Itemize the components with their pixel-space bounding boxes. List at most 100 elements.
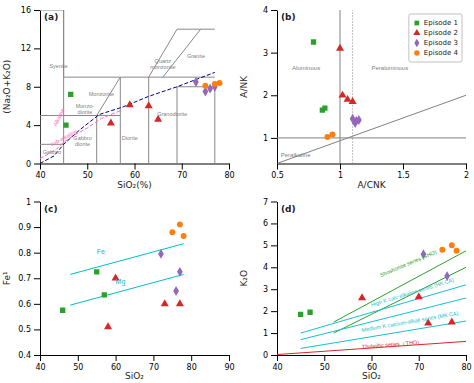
y-tick-label: 5 bbox=[263, 241, 268, 250]
y-tick: 8 bbox=[26, 83, 40, 92]
annotation: Mg bbox=[116, 278, 126, 286]
point bbox=[193, 77, 199, 87]
x-tick: 80 bbox=[224, 164, 234, 181]
y-tick: 0 bbox=[263, 351, 277, 360]
x-tick-mark bbox=[229, 164, 230, 170]
reference-line bbox=[40, 111, 120, 159]
y-tick-mark bbox=[271, 10, 277, 11]
x-tick-label: 0.5 bbox=[271, 171, 284, 180]
legend-label: Episode 3 bbox=[424, 39, 458, 47]
y-tick-mark bbox=[34, 202, 40, 203]
x-tick: 40 bbox=[35, 164, 45, 181]
x-tick-mark bbox=[153, 355, 154, 361]
y-tick-label: 16 bbox=[21, 6, 31, 15]
point bbox=[145, 101, 153, 108]
point bbox=[449, 242, 455, 248]
point bbox=[60, 308, 65, 313]
legend: Episode 1Episode 2Episode 3Episode 4 bbox=[409, 14, 462, 62]
y-axis-line bbox=[40, 11, 41, 165]
legend-symbol bbox=[414, 50, 419, 55]
y-tick-mark bbox=[34, 48, 40, 49]
plot-marks bbox=[60, 222, 187, 330]
point bbox=[454, 248, 460, 254]
x-tick: 70 bbox=[414, 355, 424, 372]
point bbox=[344, 95, 352, 102]
y-tick-mark bbox=[34, 10, 40, 11]
y-tick-mark bbox=[271, 245, 277, 246]
annotation: Peralkaline bbox=[281, 152, 311, 158]
legend-symbol bbox=[414, 39, 419, 48]
annotation: Gabbro bbox=[43, 149, 61, 155]
reference-line bbox=[64, 115, 97, 116]
y-axis: 0481216 bbox=[21, 6, 41, 169]
legend-label: Episode 4 bbox=[424, 49, 459, 57]
y-tick: 0.4 bbox=[18, 351, 40, 360]
x-axis: 405060708090 bbox=[35, 355, 234, 372]
x-axis: 0.5 1 1.5 2 bbox=[271, 164, 469, 181]
legend-symbol bbox=[413, 29, 420, 35]
x-tick: 2 bbox=[464, 164, 469, 181]
x-tick-mark bbox=[229, 355, 230, 361]
reference-line bbox=[277, 95, 466, 163]
y-axis-title: Fe¹ bbox=[2, 271, 12, 285]
reference-line bbox=[334, 267, 466, 333]
x-tick-label: 1.5 bbox=[397, 171, 410, 180]
y-tick: 2 bbox=[263, 307, 277, 316]
y-tick-mark bbox=[271, 333, 277, 334]
y-tick-mark bbox=[271, 289, 277, 290]
y-tick-label: 4 bbox=[263, 6, 268, 15]
y-tick: 4 bbox=[263, 6, 277, 15]
y-tick-label: 0 bbox=[26, 160, 31, 169]
x-tick-label: 90 bbox=[224, 363, 234, 372]
legend-symbol bbox=[414, 21, 419, 26]
annotation: Monzonite bbox=[89, 91, 114, 97]
point bbox=[158, 249, 164, 259]
x-tick: 80 bbox=[461, 355, 471, 372]
y-tick-mark bbox=[34, 355, 40, 356]
x-tick-mark bbox=[419, 355, 420, 361]
y-tick: 0.7 bbox=[18, 274, 40, 283]
y-tick: 1 bbox=[263, 329, 277, 338]
point bbox=[181, 233, 187, 239]
annotation: Gabbrodiorite bbox=[73, 135, 91, 147]
y-tick: 0.8 bbox=[18, 249, 40, 258]
x-axis-title: SiO₂ bbox=[362, 371, 381, 381]
y-axis-line bbox=[40, 202, 41, 356]
x-axis-line bbox=[278, 164, 467, 165]
y-tick: 0.5 bbox=[18, 325, 40, 334]
legend-box bbox=[409, 14, 462, 62]
reference-line bbox=[120, 77, 148, 78]
point bbox=[448, 317, 456, 324]
point bbox=[94, 269, 99, 274]
x-axis: 4050607080 bbox=[272, 355, 471, 372]
x-tick: 50 bbox=[73, 355, 83, 372]
x-tick-label: 1 bbox=[338, 171, 343, 180]
panel: 40506070800481216SiO₂(%)(Na₂O+K₂O)Syenit… bbox=[2, 6, 235, 189]
reference-line bbox=[214, 87, 215, 164]
x-axis-title: SiO₂(%) bbox=[117, 180, 151, 190]
annotation: Diorite bbox=[122, 135, 138, 141]
y-tick-label: 4 bbox=[26, 121, 31, 130]
x-tick: 80 bbox=[187, 355, 197, 372]
y-tick: 6 bbox=[263, 219, 277, 228]
legend-label: Episode 2 bbox=[424, 29, 458, 37]
x-tick-label: 40 bbox=[272, 363, 282, 372]
y-tick-mark bbox=[271, 355, 277, 356]
point bbox=[176, 299, 184, 306]
point bbox=[104, 322, 112, 329]
annotation: Quartzmonzonite bbox=[150, 58, 175, 70]
point bbox=[358, 293, 366, 300]
y-tick-mark bbox=[271, 311, 277, 312]
annotation: Peraluminous bbox=[372, 65, 409, 71]
plot-marks bbox=[277, 242, 466, 354]
y-axis-title: (Na₂O+K₂O) bbox=[2, 60, 12, 114]
x-tick: 70 bbox=[177, 164, 187, 181]
y-tick-label: 1 bbox=[263, 329, 268, 338]
reference-line bbox=[301, 298, 466, 340]
point bbox=[356, 115, 362, 125]
point bbox=[336, 44, 344, 51]
y-tick-mark bbox=[271, 95, 277, 96]
point bbox=[102, 292, 107, 297]
y-tick: 16 bbox=[21, 6, 40, 15]
reference-line bbox=[352, 10, 353, 164]
